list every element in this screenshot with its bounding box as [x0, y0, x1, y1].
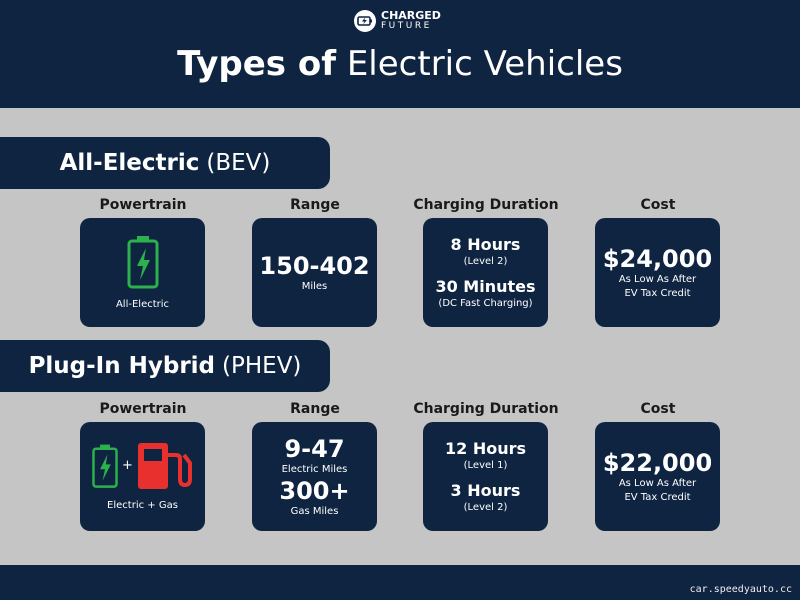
logo-icon — [354, 10, 376, 32]
card-label: Electric + Gas — [107, 499, 178, 511]
title: Types of Electric Vehicles — [0, 44, 800, 84]
title-light: Electric Vehicles — [346, 44, 623, 84]
range-unit: Miles — [301, 280, 328, 292]
section-subtitle: (PHEV) — [222, 353, 302, 379]
logo: CHARGED FUTURE — [353, 9, 441, 33]
charge-note: (Level 2) — [463, 501, 508, 513]
section-banner: All-Electric (BEV) — [0, 137, 330, 189]
charging-card: 12 Hours (Level 1) 3 Hours (Level 2) — [423, 422, 548, 531]
footer — [0, 565, 800, 600]
column-header: Cost — [640, 401, 676, 417]
column-header: Cost — [640, 197, 676, 213]
range-card: 9-47 Electric Miles 300+ Gas Miles — [252, 422, 377, 531]
cost-note: EV Tax Credit — [624, 287, 691, 299]
card-label: All-Electric — [115, 298, 170, 310]
column-header: Charging Duration — [413, 197, 559, 213]
watermark: car.speedyauto.cc — [689, 584, 792, 595]
title-bold: Types of — [177, 44, 337, 84]
section-banner: Plug-In Hybrid (PHEV) — [0, 340, 330, 392]
cost-card: $22,000 As Low As After EV Tax Credit — [595, 422, 720, 531]
header — [0, 0, 800, 108]
charge-note: (DC Fast Charging) — [438, 297, 533, 309]
charge-note: (Level 1) — [463, 459, 508, 471]
range-card: 150-402 Miles — [252, 218, 377, 327]
logo-text: FUTURE — [381, 21, 432, 31]
cost-note: EV Tax Credit — [624, 491, 691, 503]
charge-time: 8 Hours — [450, 234, 521, 254]
powertrain-card: All-Electric — [80, 218, 205, 327]
cost-note: As Low As After — [618, 477, 697, 489]
section-title: Plug-In Hybrid — [28, 353, 216, 379]
charge-time: 12 Hours — [444, 438, 527, 458]
logo-text: CHARGED — [381, 9, 441, 22]
column-header: Range — [290, 401, 340, 417]
cost-note: As Low As After — [618, 273, 697, 285]
powertrain-card: + Electric + Gas — [80, 422, 205, 531]
range-value: 300+ — [279, 476, 350, 505]
cost-value: $24,000 — [602, 244, 713, 273]
range-value: 9-47 — [284, 434, 345, 463]
cost-card: $24,000 As Low As After EV Tax Credit — [595, 218, 720, 327]
section-title: All-Electric — [59, 150, 200, 176]
charge-time: 30 Minutes — [435, 276, 536, 296]
charging-card: 8 Hours (Level 2) 30 Minutes (DC Fast Ch… — [423, 218, 548, 327]
charge-note: (Level 2) — [463, 255, 508, 267]
gas-pump-icon — [137, 442, 192, 489]
section-subtitle: (BEV) — [206, 150, 271, 176]
charge-time: 3 Hours — [450, 480, 521, 500]
column-header: Powertrain — [99, 401, 187, 417]
icon-row: + — [91, 441, 194, 491]
column-header: Range — [290, 197, 340, 213]
battery-icon — [92, 444, 118, 488]
battery-icon — [127, 235, 158, 288]
range-unit: Gas Miles — [290, 505, 339, 517]
column-header: Powertrain — [99, 197, 187, 213]
range-value: 150-402 — [259, 251, 370, 280]
cost-value: $22,000 — [602, 448, 713, 477]
range-unit: Electric Miles — [281, 463, 348, 475]
column-header: Charging Duration — [413, 401, 559, 417]
plus-sign: + — [122, 457, 133, 473]
